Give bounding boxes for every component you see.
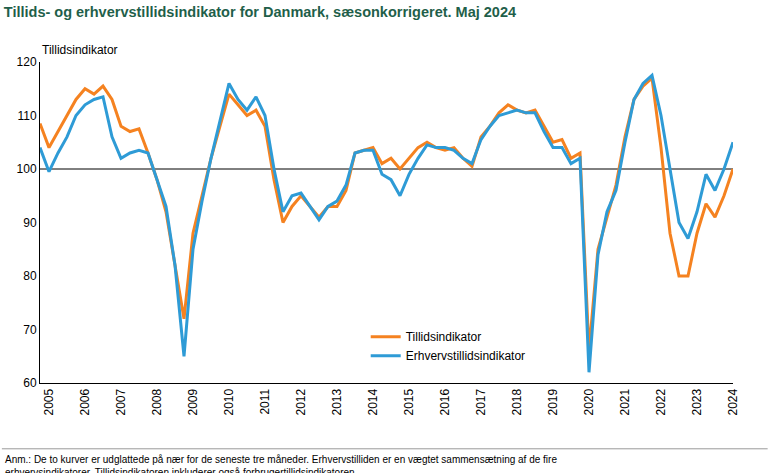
svg-text:2020: 2020 [582,388,596,415]
svg-text:Erhvervstillidsindikator: Erhvervstillidsindikator [406,349,525,363]
svg-text:Anm.: De to kurver er udglatte: Anm.: De to kurver er udglattede på nær … [5,454,557,473]
svg-text:Tillids- og erhvervstillidsind: Tillids- og erhvervstillidsindikator for… [4,4,516,20]
svg-text:Tillidsindikator: Tillidsindikator [406,330,482,344]
svg-text:2009: 2009 [186,388,200,415]
svg-text:Tillidsindikator: Tillidsindikator [42,43,118,57]
svg-text:110: 110 [17,109,36,123]
svg-text:120: 120 [17,55,37,69]
svg-text:2008: 2008 [150,388,164,415]
svg-text:2016: 2016 [438,388,452,415]
svg-text:2011: 2011 [258,388,272,414]
svg-text:70: 70 [23,323,37,337]
svg-text:2015: 2015 [402,388,416,415]
svg-text:2019: 2019 [546,388,560,415]
svg-text:100: 100 [17,162,37,176]
svg-text:2005: 2005 [42,388,56,415]
svg-text:2023: 2023 [690,388,704,415]
svg-text:2010: 2010 [222,388,236,415]
svg-text:60: 60 [23,376,37,390]
svg-text:2021: 2021 [618,388,632,415]
svg-text:2018: 2018 [510,388,524,415]
svg-text:2012: 2012 [294,388,308,415]
svg-text:2022: 2022 [654,388,668,415]
svg-text:2006: 2006 [78,388,92,415]
svg-text:2017: 2017 [474,388,488,415]
svg-text:2007: 2007 [114,388,128,415]
svg-text:2014: 2014 [366,388,380,415]
svg-text:2013: 2013 [330,388,344,415]
svg-text:80: 80 [23,269,37,283]
svg-text:90: 90 [23,216,37,230]
svg-text:2024: 2024 [726,388,740,415]
